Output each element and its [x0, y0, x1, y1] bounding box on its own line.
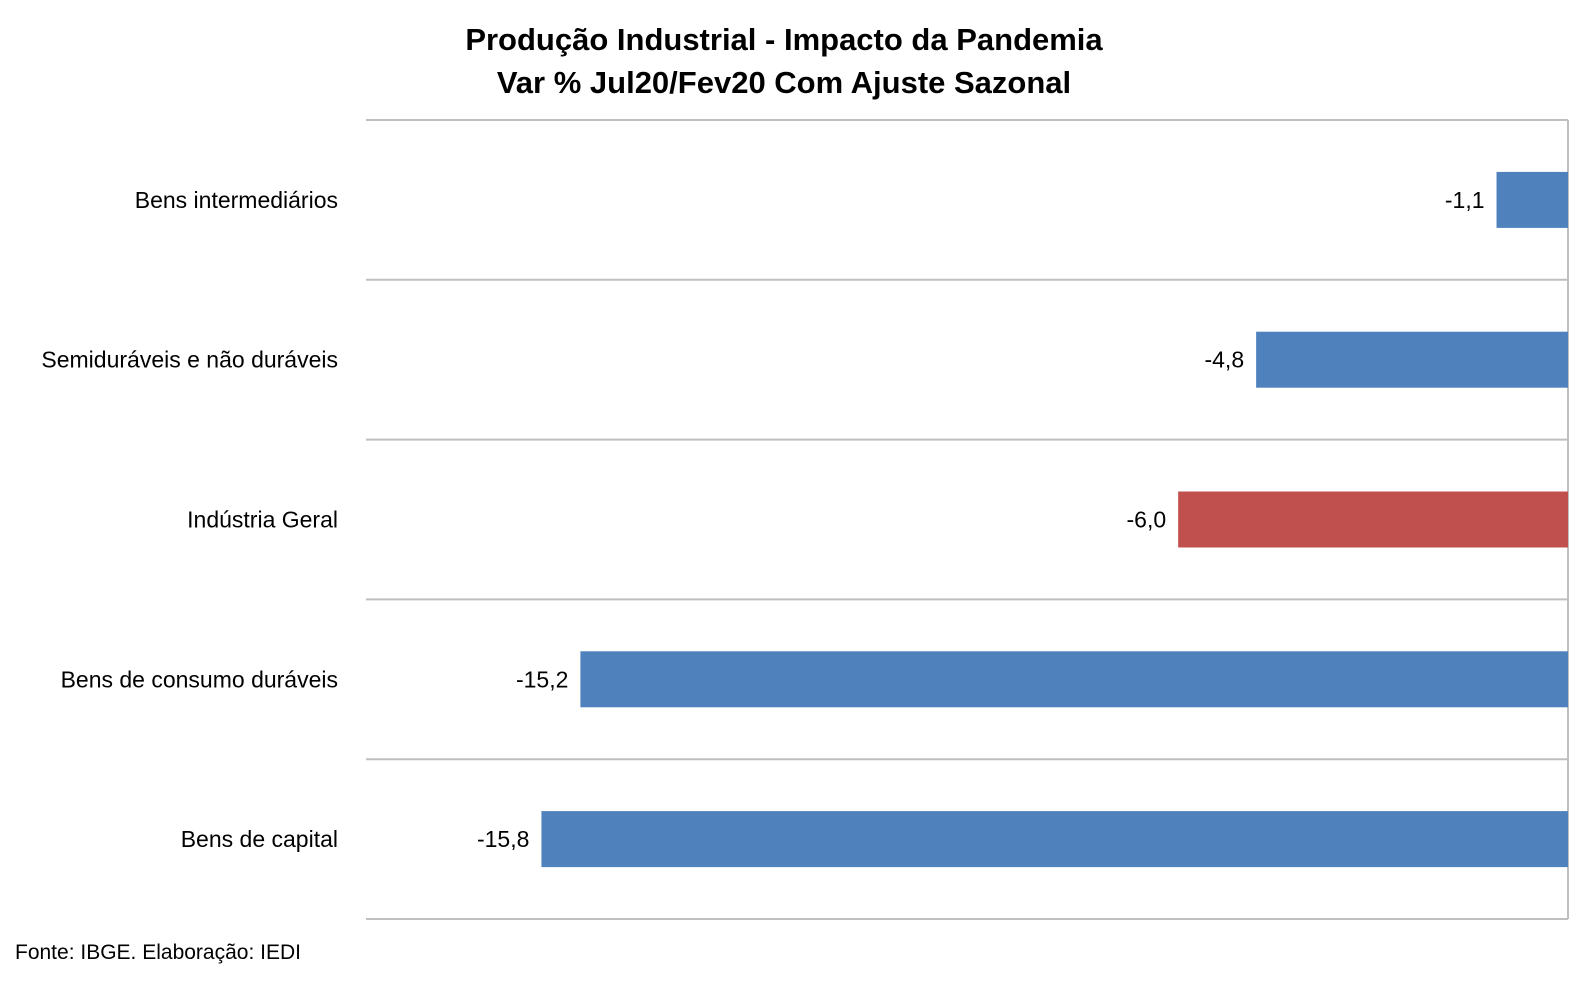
chart-title: Produção Industrial - Impacto da Pandemi…	[0, 18, 1568, 104]
bar	[580, 651, 1568, 708]
category-labels: Bens intermediários Semiduráveis e não du…	[41, 187, 338, 852]
data-labels: -1,1 -4,8 -6,0 -15,2 -15,8	[477, 187, 1485, 852]
category-label: Semiduráveis e não duráveis	[41, 347, 338, 373]
bar	[1178, 491, 1568, 548]
category-label: Bens de consumo duráveis	[61, 666, 338, 692]
category-label: Indústria Geral	[187, 507, 338, 533]
data-label: -6,0	[1127, 507, 1167, 533]
category-label: Bens de capital	[181, 826, 338, 852]
data-label: -1,1	[1445, 187, 1485, 213]
bar	[1496, 171, 1568, 228]
source-note: Fonte: IBGE. Elaboração: IEDI	[15, 941, 301, 964]
data-label: -4,8	[1204, 347, 1244, 373]
bar	[541, 811, 1568, 868]
bars	[541, 171, 1568, 868]
chart-subtitle: Var % Jul20/Fev20 Com Ajuste Sazonal	[496, 65, 1072, 100]
category-label: Bens intermediários	[135, 187, 338, 213]
data-label: -15,8	[477, 826, 529, 852]
bar	[1256, 331, 1568, 388]
data-label: -15,2	[516, 666, 568, 692]
chart-title-line: Produção Industrial - Impacto da Pandemi…	[465, 22, 1103, 57]
